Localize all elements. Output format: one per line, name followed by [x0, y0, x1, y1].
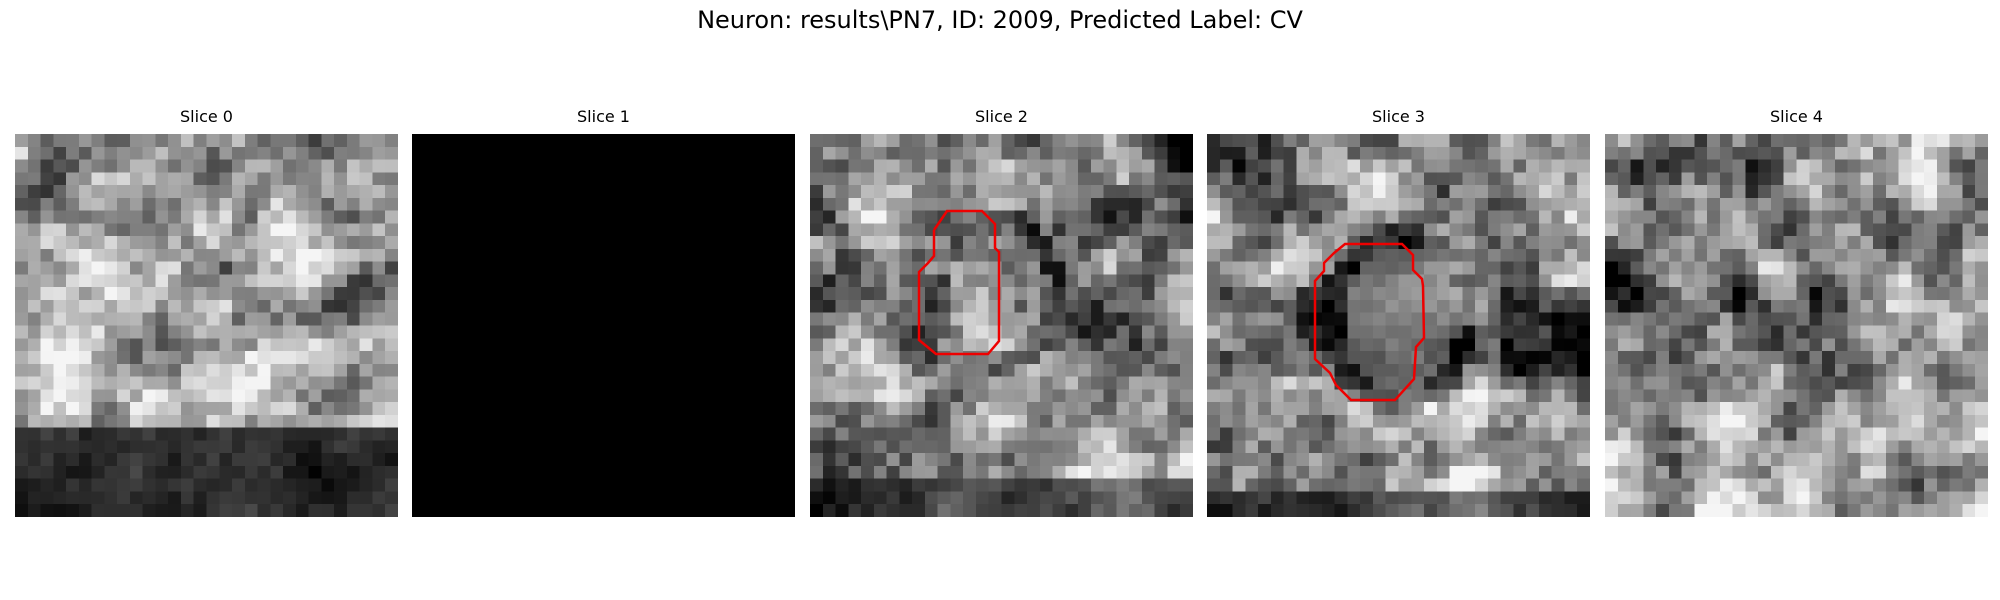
slice-title-1: Slice 1 — [577, 107, 630, 126]
slice-image-4 — [1605, 134, 1988, 517]
slice-panel-0: Slice 0 — [15, 107, 398, 517]
slice-panel-2: Slice 2 — [810, 107, 1193, 517]
slice-title-4: Slice 4 — [1770, 107, 1823, 126]
slice-image-2 — [810, 134, 1193, 517]
segmentation-contour-2 — [917, 209, 1001, 356]
slice-panel-4: Slice 4 — [1605, 107, 1988, 517]
slice-panel-3: Slice 3 — [1207, 107, 1590, 517]
slice-image-0 — [15, 134, 398, 517]
segmentation-contour-3 — [1313, 242, 1426, 402]
slice-image-1 — [412, 134, 795, 517]
slice-panel-1: Slice 1 — [412, 107, 795, 517]
slice-title-3: Slice 3 — [1372, 107, 1425, 126]
slice-title-2: Slice 2 — [975, 107, 1028, 126]
slice-image-3 — [1207, 134, 1590, 517]
figure-title: Neuron: results\PN7, ID: 2009, Predicted… — [697, 6, 1303, 34]
slice-title-0: Slice 0 — [180, 107, 233, 126]
